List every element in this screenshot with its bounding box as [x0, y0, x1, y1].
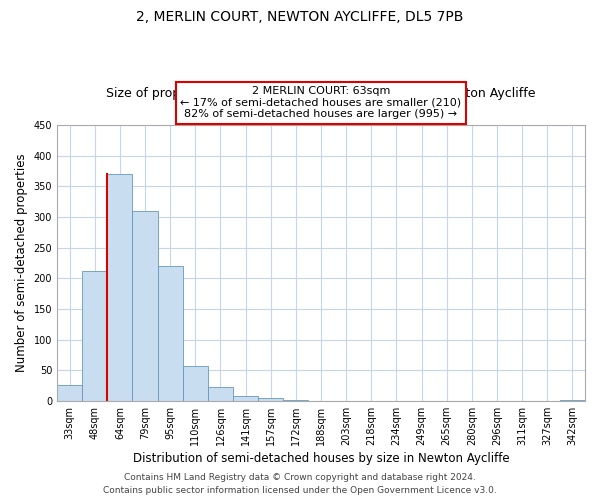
X-axis label: Distribution of semi-detached houses by size in Newton Aycliffe: Distribution of semi-detached houses by … — [133, 452, 509, 465]
Bar — [208, 388, 233, 401]
Bar — [107, 174, 133, 401]
Bar — [133, 210, 158, 401]
Text: 2, MERLIN COURT, NEWTON AYCLIFFE, DL5 7PB: 2, MERLIN COURT, NEWTON AYCLIFFE, DL5 7P… — [136, 10, 464, 24]
Text: 2 MERLIN COURT: 63sqm
← 17% of semi-detached houses are smaller (210)
82% of sem: 2 MERLIN COURT: 63sqm ← 17% of semi-deta… — [181, 86, 461, 120]
Text: Contains HM Land Registry data © Crown copyright and database right 2024.
Contai: Contains HM Land Registry data © Crown c… — [103, 474, 497, 495]
Bar — [158, 266, 183, 401]
Bar — [283, 400, 308, 401]
Title: Size of property relative to semi-detached houses in Newton Aycliffe: Size of property relative to semi-detach… — [106, 87, 536, 100]
Bar — [183, 366, 208, 401]
Bar — [82, 271, 107, 401]
Y-axis label: Number of semi-detached properties: Number of semi-detached properties — [15, 154, 28, 372]
Bar — [258, 398, 283, 401]
Bar — [57, 386, 82, 401]
Bar — [560, 400, 585, 401]
Bar — [233, 396, 258, 401]
